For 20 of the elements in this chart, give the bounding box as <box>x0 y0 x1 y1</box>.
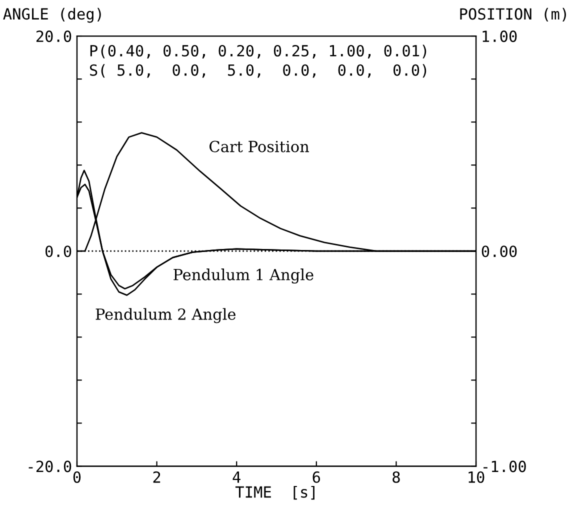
annotation: S( 5.0, 0.0, 5.0, 0.0, 0.0, 0.0) <box>90 64 426 78</box>
annotation: P(0.40, 0.50, 0.20, 0.25, 1.00, 0.01) <box>90 44 426 58</box>
x-axis-title: TIME [s] <box>235 486 314 500</box>
series-label: Pendulum 1 Angle <box>174 268 314 284</box>
x-tick-label: 8 <box>392 471 400 483</box>
x-tick-label: 6 <box>312 471 320 483</box>
x-tick-label: 0 <box>73 471 81 483</box>
series-label: Pendulum 2 Angle <box>96 308 236 324</box>
y-axis-title: ANGLE (deg) <box>3 8 101 23</box>
series-label: Cart Position <box>210 140 309 152</box>
y2-tick-label: 1.00 <box>482 30 517 42</box>
y-tick-label: 0.0 <box>46 246 72 258</box>
y-tick-label: 20.0 <box>36 30 72 42</box>
y2-axis-title: POSITION (m) <box>460 8 566 22</box>
x-tick-label: 4 <box>232 472 240 483</box>
y2-tick-label: 0.00 <box>482 246 517 258</box>
x-tick-label: 2 <box>153 471 160 483</box>
y2-tick-label: -1.00 <box>484 460 526 472</box>
x-tick-label: 10 <box>468 471 484 483</box>
y-tick-label: -20.0 <box>28 460 72 472</box>
